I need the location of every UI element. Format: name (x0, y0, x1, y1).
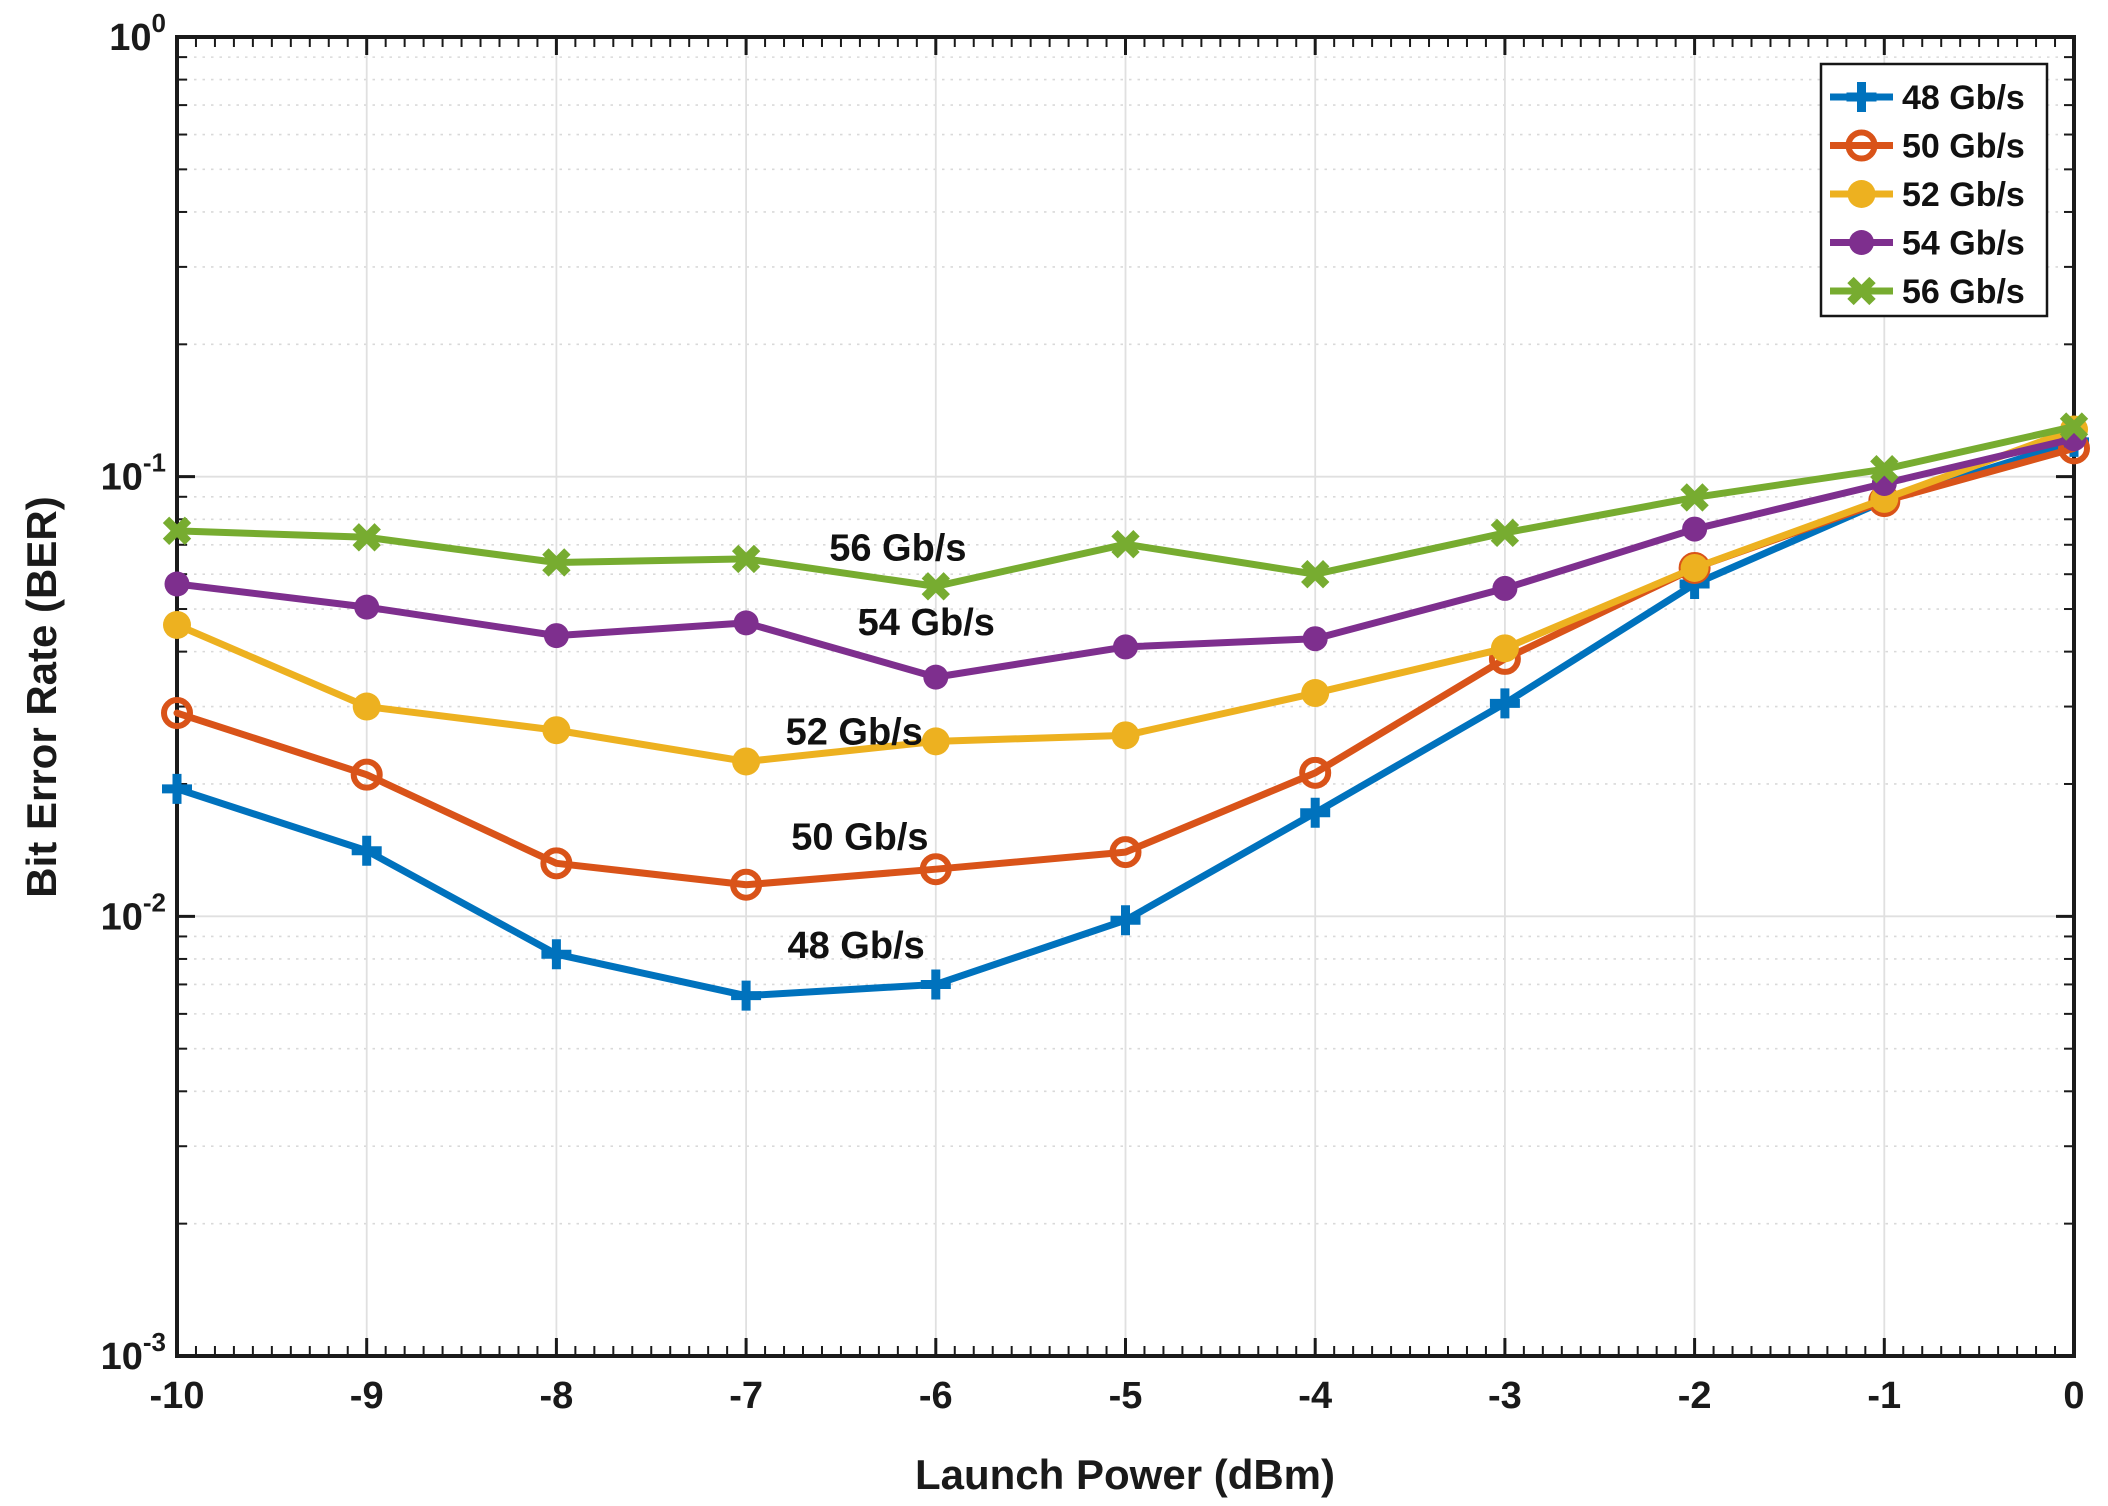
legend: 48 Gb/s 50 Gb/s 52 Gb/s 54 Gb/s 56 Gb/s (1819, 62, 2049, 318)
x-tick-label: -7 (729, 1375, 763, 1417)
legend-label: 52 Gb/s (1902, 176, 2025, 214)
data-point-marker-x (1847, 276, 1876, 306)
grid-major-lines (177, 37, 2074, 1356)
y-tick-label: 10-1 (101, 448, 166, 499)
series-annotation: 50 Gb/s (791, 816, 928, 858)
data-point-marker-dot (543, 623, 569, 649)
data-point-marker-plus (731, 980, 762, 1011)
series-annotation: 52 Gb/s (786, 712, 923, 754)
x-tick-label: -3 (1488, 1375, 1522, 1417)
data-point-marker-x (2059, 412, 2089, 441)
data-point-marker-circle-open (350, 758, 383, 791)
x-tick-label: -6 (919, 1375, 953, 1417)
x-axis-title: Launch Power (dBm) (915, 1451, 1335, 1498)
data-point-marker-plus (1489, 688, 1520, 719)
x-tick-label: -8 (540, 1375, 574, 1417)
data-point-marker-plus (1846, 82, 1877, 112)
data-point-marker-x (1680, 483, 1709, 512)
x-tick-label: -1 (1867, 1375, 1901, 1417)
data-point-marker-circle-filled (732, 747, 761, 776)
data-point-marker-plus (1300, 797, 1331, 828)
legend-label: 48 Gb/s (1902, 79, 2025, 117)
data-point-marker-plus (162, 773, 192, 804)
series-layer (161, 412, 2090, 1011)
data-point-marker-circle-open (1109, 836, 1142, 869)
data-point-marker-circle-filled (1490, 634, 1519, 663)
data-point-marker-circle-open (540, 847, 573, 880)
data-point-marker-dot (733, 610, 759, 636)
data-point-marker-circle-filled (163, 610, 191, 639)
data-point-marker-x (542, 548, 571, 577)
data-point-marker-dot (1682, 516, 1708, 542)
data-point-marker-x (1301, 560, 1330, 589)
data-point-marker-circle-open (730, 868, 763, 901)
data-point-marker-dot (1492, 575, 1518, 601)
data-point-marker-dot (1113, 634, 1138, 660)
legend-label: 56 Gb/s (1902, 273, 2025, 311)
data-point-marker-circle-open (1845, 129, 1878, 162)
data-point-marker-x (921, 572, 950, 601)
legend-entry[interactable]: 56 Gb/s (1830, 273, 2025, 311)
series-56-gb-s (162, 412, 2089, 601)
data-point-marker-circle-filled (1301, 679, 1330, 708)
data-point-marker-dot (923, 664, 949, 690)
data-point-marker-x (1111, 530, 1140, 559)
y-tick-label: 10-3 (101, 1327, 166, 1378)
data-point-marker-circle-filled (921, 727, 950, 756)
data-point-marker-dot (354, 594, 380, 620)
data-point-marker-x (1490, 518, 1520, 548)
x-tick-label: -10 (150, 1375, 205, 1417)
legend-entry[interactable]: 48 Gb/s (1830, 79, 2025, 117)
data-point-marker-circle-filled (1111, 721, 1140, 750)
data-point-marker-x (352, 523, 381, 552)
legend-entry[interactable]: 54 Gb/s (1830, 225, 2025, 263)
y-tick-label: 100 (109, 8, 166, 59)
y-axis-title: Bit Error Rate (BER) (18, 496, 65, 897)
data-point-marker-x (731, 544, 761, 574)
data-point-marker-dot (1302, 626, 1328, 652)
series-annotation: 56 Gb/s (829, 528, 966, 570)
x-tick-label: -5 (1109, 1375, 1143, 1417)
grid-minor-lines (177, 56, 2074, 1225)
data-point-marker-plus (920, 969, 951, 1000)
y-tick-label: 10-2 (101, 887, 166, 938)
legend-entry[interactable]: 50 Gb/s (1830, 128, 2025, 166)
annotation-layer: 56 Gb/s 54 Gb/s 52 Gb/s 50 Gb/s 48 Gb/s (786, 528, 995, 968)
series-annotation: 54 Gb/s (858, 602, 995, 644)
data-point-marker-circle-open (161, 697, 193, 730)
data-point-marker-plus (351, 835, 382, 866)
data-point-marker-circle-open (919, 853, 952, 886)
x-tick-label: -4 (1298, 1375, 1332, 1417)
data-point-marker-plus (1110, 905, 1141, 936)
data-point-marker-circle-open (1299, 756, 1332, 789)
data-point-marker-dot (1849, 230, 1874, 255)
series-48-gb-s (162, 426, 2089, 1011)
data-point-marker-circle-filled (1847, 180, 1876, 208)
data-point-marker-plus (541, 939, 572, 970)
data-point-marker-dot (164, 571, 190, 597)
series-annotation: 48 Gb/s (787, 925, 924, 967)
data-point-marker-circle-filled (542, 716, 571, 745)
data-point-marker-x (162, 516, 192, 546)
x-tick-label: -9 (350, 1375, 384, 1417)
data-point-marker-circle-filled (1680, 553, 1709, 582)
axis-ticks (175, 35, 2076, 1358)
legend-label: 54 Gb/s (1902, 225, 2025, 263)
legend-label: 50 Gb/s (1902, 128, 2025, 166)
data-point-marker-circle-filled (352, 692, 381, 721)
x-tick-label: -2 (1678, 1375, 1712, 1417)
x-tick-label: 0 (2063, 1375, 2084, 1417)
data-point-marker-x (1870, 454, 1899, 484)
legend-entry[interactable]: 52 Gb/s (1830, 176, 2025, 214)
